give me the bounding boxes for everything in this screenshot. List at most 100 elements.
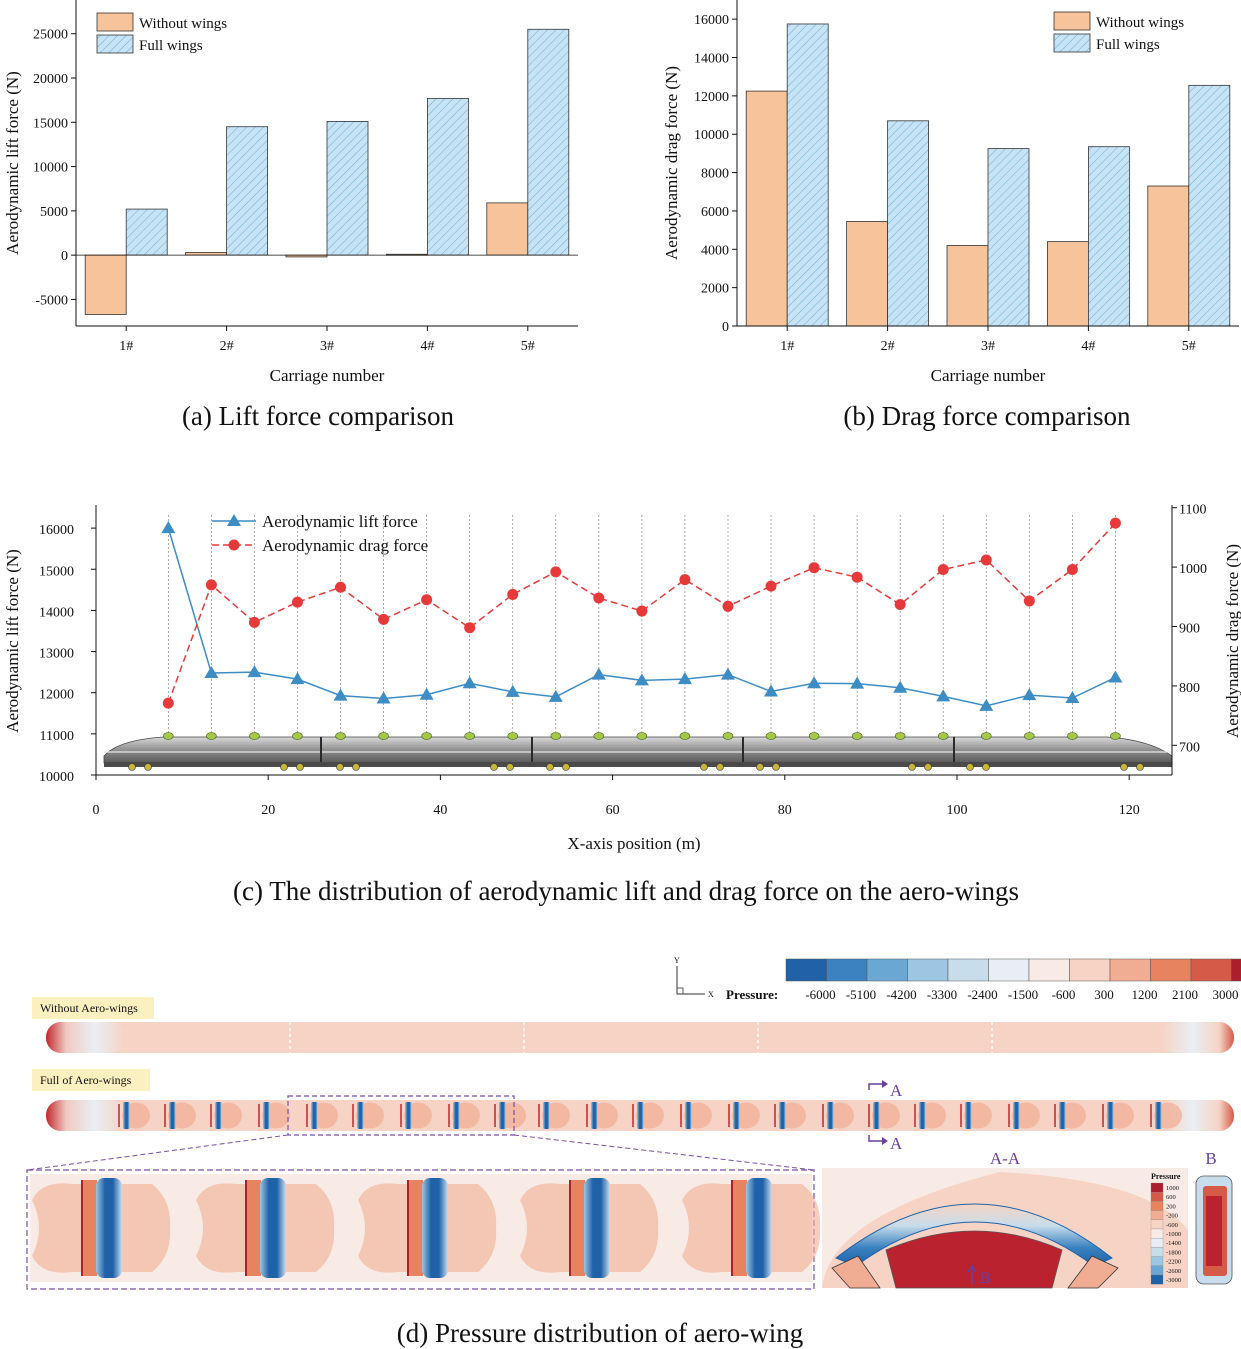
x-tick-label: 4# — [1081, 339, 1095, 354]
left-y-tick-label: 13000 — [39, 647, 74, 662]
right-y-axis-label: Aerodynamic drag force (N) — [1223, 544, 1241, 738]
strip-wing — [637, 1102, 644, 1129]
zoom-wing-core — [104, 1186, 112, 1270]
bar-full-wings-1# — [786, 23, 829, 327]
caption-c: (c) The distribution of aerodynamic lift… — [233, 876, 1019, 906]
left-y-tick-label: 16000 — [39, 523, 74, 538]
lift-point — [1108, 670, 1123, 683]
bogie-wheel — [280, 763, 288, 771]
lift-point — [1022, 688, 1037, 701]
drag-point — [851, 571, 863, 583]
bar-without-wings-4# — [1047, 241, 1089, 327]
colorbar-swatch — [1231, 958, 1241, 982]
legend: Without wings Full wings — [1053, 11, 1184, 53]
wing-marker — [851, 732, 863, 740]
caption-d: (d) Pressure distribution of aero-wing — [397, 1318, 803, 1348]
strip-wing — [1059, 1102, 1066, 1129]
lift-point — [677, 672, 692, 685]
bar-full-wings-4# — [426, 97, 469, 256]
y-tick-label: -5000 — [35, 293, 68, 308]
series-lines — [161, 517, 1123, 711]
drag-bar-chart: 1# 2# 3# 4# 5# 0 2000 4000 6000 8000 10000 12000 140… — [662, 0, 1239, 431]
right-y-tick-label: 700 — [1179, 740, 1200, 755]
colorbar-label: -6000 — [805, 987, 835, 1002]
view-b-arrow — [967, 1264, 977, 1284]
strip-wing — [499, 1102, 506, 1129]
strip-wing — [1107, 1102, 1114, 1129]
view-b-arrow-label: B — [980, 1270, 991, 1287]
legend: Without wings Full wings — [96, 12, 227, 54]
bogie-wheel — [756, 763, 764, 771]
y-axis-label: Aerodynamic lift force (N) — [3, 71, 22, 255]
lift-point — [764, 684, 779, 697]
strip-wing — [405, 1102, 412, 1129]
y-tick-label: 10000 — [33, 161, 68, 176]
inset-label: 1000 — [1166, 1185, 1179, 1192]
y-tick-label: 4000 — [701, 243, 729, 258]
x-tick-label: 0 — [93, 803, 100, 818]
x-tick-label: 60 — [606, 803, 620, 818]
drag-point — [722, 600, 734, 612]
left-y-tick-label: 15000 — [39, 564, 74, 579]
strip-wing — [591, 1102, 598, 1129]
legend-drag-label: Aerodynamic drag force — [262, 536, 428, 555]
zoom-wing-core — [592, 1186, 600, 1270]
zoom-wing-edge — [81, 1180, 84, 1276]
inset-swatch — [1150, 1201, 1164, 1211]
label-box-full — [32, 1069, 150, 1091]
x-tick-label: 40 — [433, 803, 447, 818]
legend-swatch-without — [96, 12, 134, 32]
left-y-tick-label: 10000 — [39, 770, 74, 785]
bar-full-wings-3# — [987, 148, 1030, 327]
colorbar-swatch — [988, 958, 1030, 982]
distribution-axes: 0 20 40 60 80 100 120 10000 11000 12000 13000 14000… — [39, 503, 1207, 818]
y-tick-label: 2000 — [701, 282, 729, 297]
legend-swatch-full — [96, 34, 134, 54]
legend-lift-label: Aerodynamic lift force — [262, 512, 418, 531]
wing-markers — [163, 732, 1121, 740]
strip-wing — [453, 1102, 460, 1129]
y-tick-label: 12000 — [694, 90, 729, 105]
pressure-figure: Y X Pressure: -6000 -5100 -4200 -3300 -2400-… — [26, 956, 1241, 1348]
bar-full-wings-5# — [1188, 84, 1231, 327]
axis-y-label: Y — [674, 956, 680, 965]
legend-label-full: Full wings — [1096, 37, 1160, 53]
bar-full-wings-3# — [326, 121, 369, 256]
wing-marker — [722, 732, 734, 740]
train-full-wings — [46, 1100, 1234, 1131]
drag-point — [421, 594, 433, 606]
y-tick-label: 10000 — [694, 128, 729, 143]
bar-full-wings-1# — [125, 208, 168, 256]
colorbar-swatch — [1069, 958, 1111, 982]
x-tick-label: 1# — [780, 339, 794, 354]
strip-wing — [123, 1102, 130, 1129]
strip-wing — [873, 1102, 880, 1129]
inset-swatch — [1150, 1238, 1164, 1248]
axis-x-label: X — [708, 990, 714, 999]
caption-b: (b) Drag force comparison — [843, 401, 1131, 431]
colorbar-label: 300 — [1094, 987, 1114, 1002]
caption-a: (a) Lift force comparison — [182, 401, 455, 431]
wing-marker — [335, 732, 346, 740]
wing-marker — [292, 732, 303, 740]
left-y-tick-label: 12000 — [39, 688, 74, 703]
colorbar-swatch — [866, 958, 908, 982]
bogie-wheel — [546, 763, 554, 771]
y-axis-label: Aerodynamic drag force (N) — [662, 66, 681, 260]
strip-wing — [919, 1102, 926, 1129]
zoom-wing-edge — [569, 1180, 572, 1276]
zoom-line-right — [513, 1134, 815, 1171]
lift-point — [333, 688, 348, 701]
wing-marker — [1024, 732, 1035, 740]
series-line-right — [167, 522, 1116, 704]
strip-wing — [685, 1102, 692, 1129]
x-tick-label: 120 — [1119, 803, 1140, 818]
colorbar-swatch — [1028, 958, 1070, 982]
y-tick-label: 20000 — [33, 72, 68, 87]
inset-label: -3000 — [1166, 1277, 1181, 1284]
lift-point — [1065, 691, 1080, 704]
lift-point — [936, 689, 951, 702]
inset-colorbar: Pressure 1000 600 200 -200 -600 -1000 -1400 -18… — [1150, 1172, 1181, 1285]
inset-label: -1400 — [1166, 1240, 1181, 1247]
